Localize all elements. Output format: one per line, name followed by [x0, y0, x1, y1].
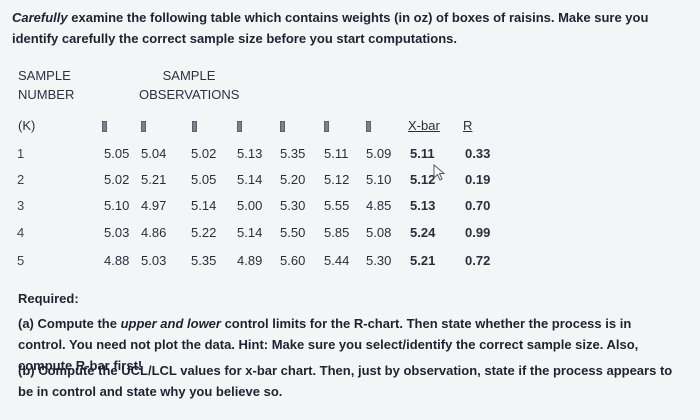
observation: 4.85: [366, 198, 392, 213]
sample-number: 5: [17, 253, 25, 268]
column-label-row: (K) X-bar R: [0, 118, 700, 138]
sample-number: 4: [17, 225, 25, 240]
observation: 5.14: [237, 172, 263, 187]
r-value: 0.33: [465, 146, 491, 161]
required-heading: Required:: [18, 291, 79, 306]
observation: 5.44: [324, 253, 350, 268]
question-a-rest: control limits for the R-chart. Then sta…: [18, 316, 639, 373]
obs-column-glyph: [192, 121, 197, 132]
observation: 5.14: [237, 225, 263, 240]
header-sample-observations-line2: OBSERVATIONS: [139, 87, 240, 102]
obs-column-glyph: [141, 121, 146, 132]
observation: 5.35: [191, 253, 217, 268]
intro-prefix: Carefully: [12, 10, 68, 25]
table-row: 3 5.10 4.97 5.14 5.00 5.30 5.55 4.85 5.1…: [0, 198, 700, 218]
question-a-italic: upper and lower: [120, 316, 221, 331]
observation: 5.14: [191, 198, 217, 213]
k-label: (K): [18, 118, 36, 133]
question-a: (a) Compute the upper and lower control …: [18, 313, 678, 376]
question-b: (b) Compute the UCL/LCL values for x-bar…: [18, 363, 673, 399]
xbar-value: 5.13: [410, 198, 436, 213]
table-row: 5 4.88 5.03 5.35 4.89 5.60 5.44 5.30 5.2…: [0, 253, 700, 273]
observation: 5.21: [141, 172, 167, 187]
r-label: R: [463, 118, 473, 133]
header-sample-number: SAMPLE NUMBER: [18, 66, 74, 104]
observation: 5.20: [280, 172, 306, 187]
observation: 5.11: [324, 146, 349, 161]
instructions-text: Carefully examine the following table wh…: [12, 7, 688, 49]
xbar-value: 5.11: [410, 146, 435, 161]
observation: 5.60: [280, 253, 306, 268]
xbar-value: 5.24: [410, 225, 436, 240]
observation: 5.30: [366, 253, 392, 268]
r-value: 0.19: [465, 172, 491, 187]
table-row: 1 5.05 5.04 5.02 5.13 5.35 5.11 5.09 5.1…: [0, 146, 700, 166]
obs-column-glyph: [102, 121, 107, 132]
mouse-pointer-icon: [433, 164, 446, 181]
observation: 5.10: [104, 198, 130, 213]
observation: 5.30: [280, 198, 306, 213]
observation: 5.12: [324, 172, 350, 187]
observation: 5.09: [366, 146, 392, 161]
observation: 5.08: [366, 225, 392, 240]
observation: 5.22: [191, 225, 217, 240]
header-sample-observations: SAMPLE OBSERVATIONS: [139, 66, 239, 104]
intro-rest: examine the following table which contai…: [12, 10, 649, 46]
observation: 5.03: [141, 253, 167, 268]
xbar-value: 5.21: [410, 253, 436, 268]
r-value: 0.99: [465, 225, 491, 240]
observation: 5.05: [191, 172, 217, 187]
observation: 5.85: [324, 225, 350, 240]
obs-column-glyph: [237, 121, 242, 132]
observation: 5.02: [104, 172, 130, 187]
observation: 5.50: [280, 225, 306, 240]
table-row: 2 5.02 5.21 5.05 5.14 5.20 5.12 5.10 5.1…: [0, 172, 700, 192]
observation: 5.35: [280, 146, 306, 161]
sample-number: 2: [17, 172, 25, 187]
observation: 4.97: [141, 198, 167, 213]
observation: 5.10: [366, 172, 392, 187]
xbar-label: X-bar: [408, 118, 440, 133]
observation: 5.04: [141, 146, 167, 161]
table-row: 4 5.03 4.86 5.22 5.14 5.50 5.85 5.08 5.2…: [0, 225, 700, 245]
sample-number: 3: [17, 198, 25, 213]
header-sample-number-line2: NUMBER: [18, 87, 75, 102]
r-value: 0.72: [465, 253, 491, 268]
observation: 4.89: [237, 253, 263, 268]
obs-column-glyph: [366, 121, 371, 132]
observation: 4.86: [141, 225, 167, 240]
xbar-value: 5.12: [410, 172, 436, 187]
observation: 5.03: [104, 225, 130, 240]
obs-column-glyph: [324, 121, 329, 132]
sample-number: 1: [17, 146, 25, 161]
header-sample-number-line1: SAMPLE: [18, 68, 71, 83]
observation: 5.13: [237, 146, 263, 161]
observation: 5.02: [191, 146, 217, 161]
observation: 4.88: [104, 253, 130, 268]
question-a-prefix: (a) Compute the: [18, 316, 121, 331]
observation: 5.05: [104, 146, 130, 161]
obs-column-glyph: [280, 121, 285, 132]
r-value: 0.70: [465, 198, 491, 213]
observation: 5.55: [324, 198, 350, 213]
observation: 5.00: [237, 198, 263, 213]
header-sample-observations-line1: SAMPLE: [162, 68, 216, 83]
